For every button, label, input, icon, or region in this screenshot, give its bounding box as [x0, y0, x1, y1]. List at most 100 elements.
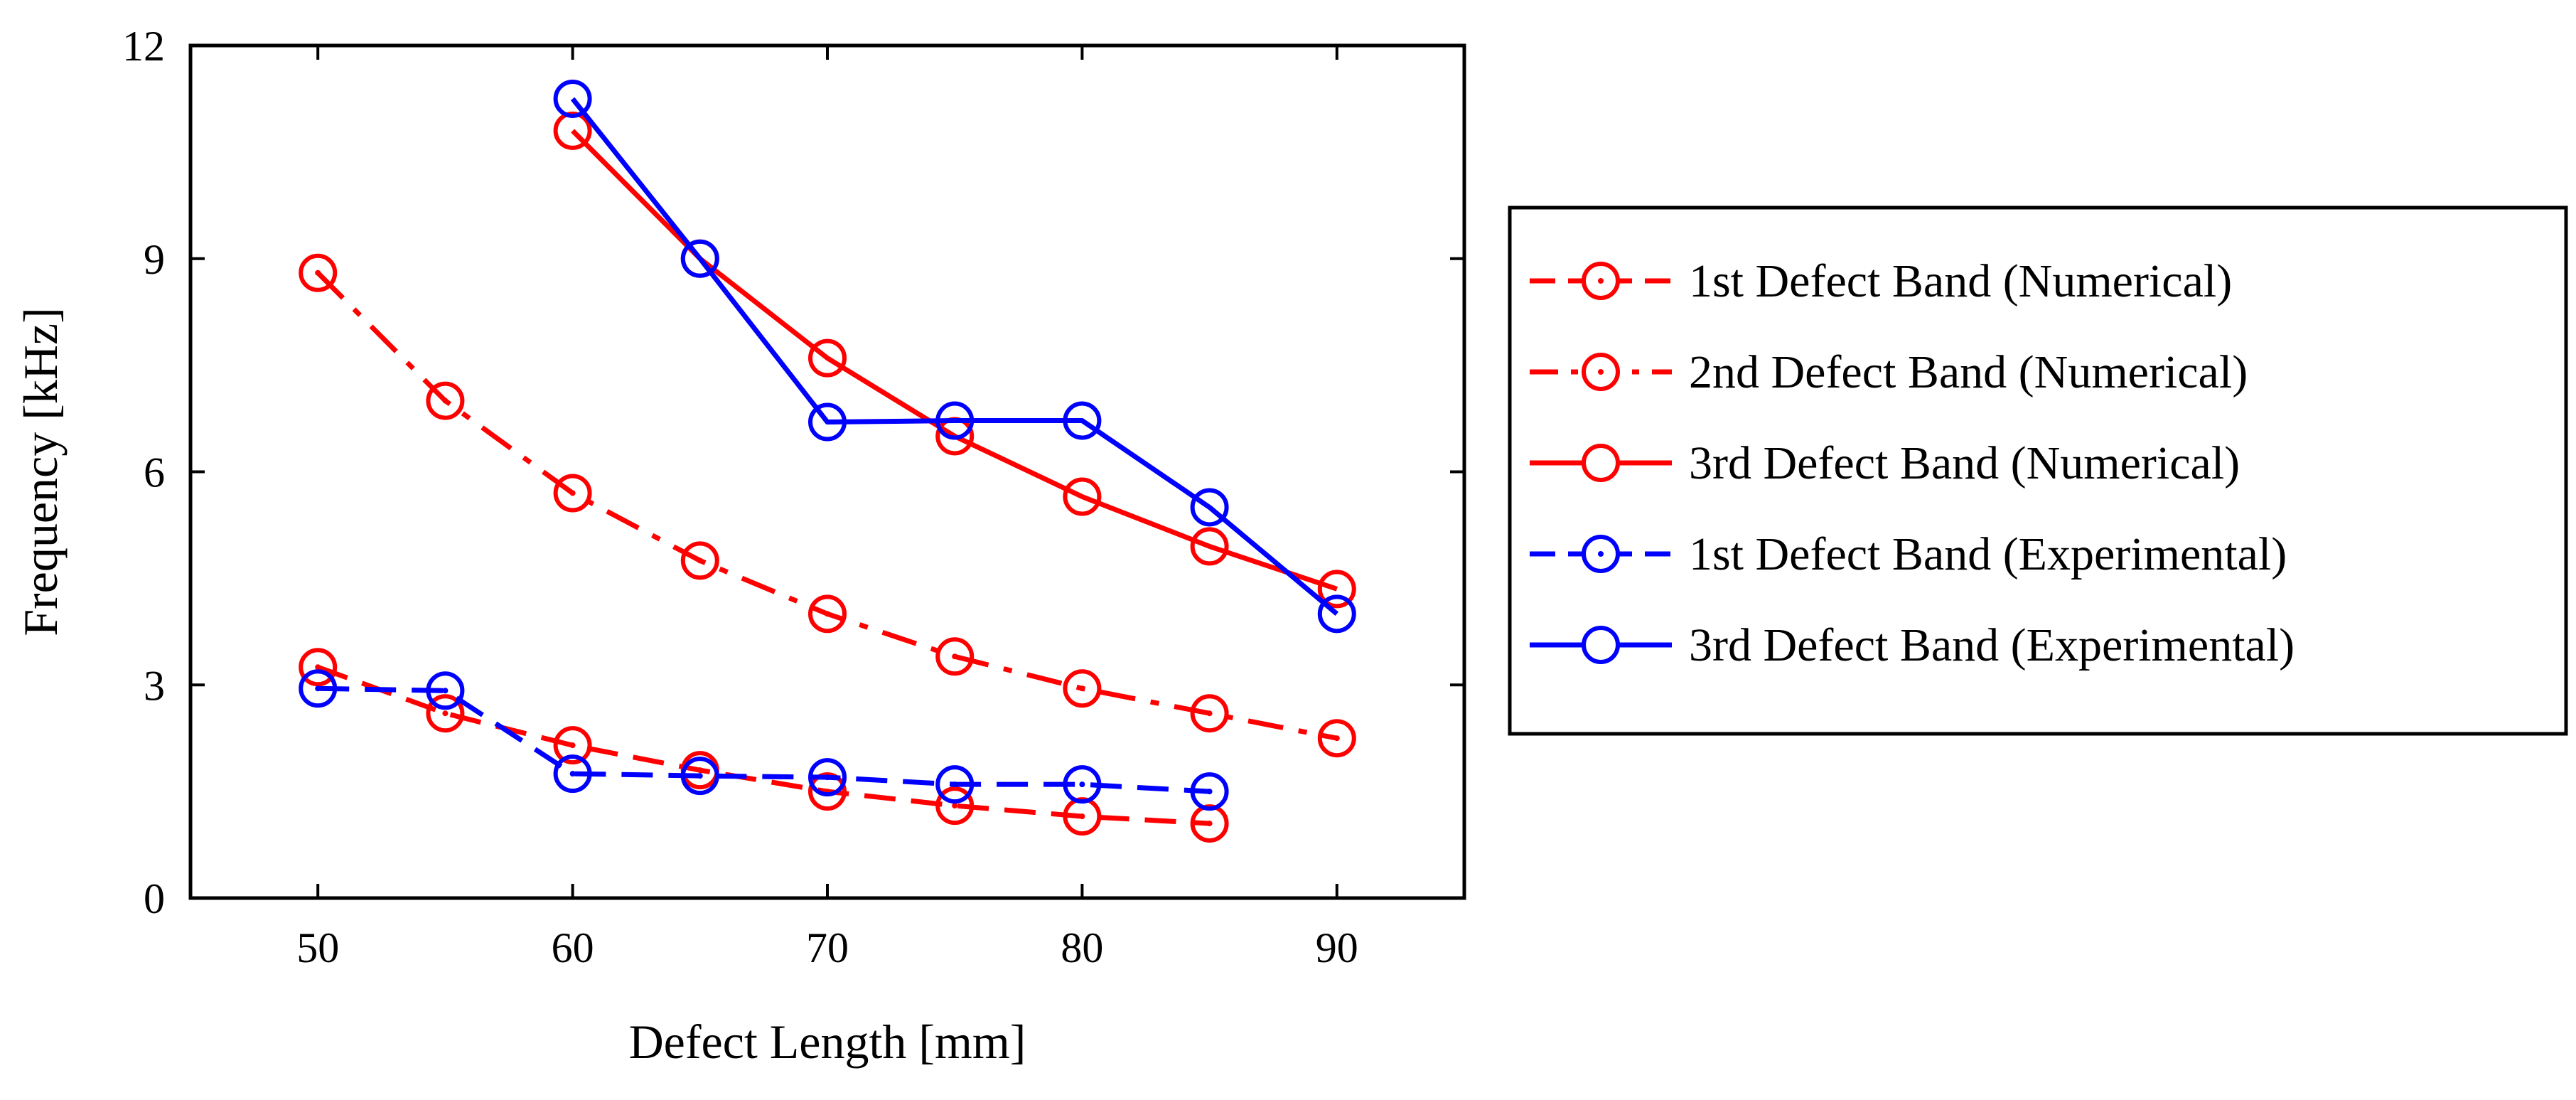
x-axis-ticks: 50 60 70 80 90 — [296, 46, 1358, 971]
data-point — [1317, 594, 1356, 634]
series-line — [317, 664, 1210, 826]
data-point-dot — [697, 767, 703, 774]
data-point-dot — [315, 664, 321, 671]
legend-marker — [1582, 626, 1620, 664]
legend-marker-dot — [1598, 551, 1604, 557]
data-point-dot — [952, 653, 958, 660]
series-3rd-defect-band-numerical — [553, 111, 1356, 609]
data-point — [553, 79, 592, 118]
data-point-dot — [569, 490, 576, 496]
series-1st-defect-band-numerical — [299, 648, 1229, 843]
data-point — [808, 594, 847, 634]
data-point — [1317, 719, 1356, 758]
data-point — [1063, 477, 1102, 516]
data-point — [1063, 797, 1102, 836]
data-point — [808, 402, 847, 442]
legend-entry: 2nd Defect Band (Numerical) — [1530, 346, 2248, 398]
data-point — [1063, 765, 1102, 804]
data-point-dot — [1079, 781, 1085, 788]
x-tick-label: 70 — [806, 924, 849, 971]
series-2nd-defect-band-numerical — [299, 253, 1356, 758]
legend-marker-dot — [1598, 369, 1604, 375]
data-point — [1190, 488, 1229, 527]
legend-entry: 3rd Defect Band (Experimental) — [1530, 619, 2295, 671]
legend-box — [1508, 205, 2568, 736]
data-point-dot — [1079, 813, 1085, 820]
data-point — [1063, 401, 1102, 440]
legend-entry: 1st Defect Band (Numerical) — [1530, 255, 2232, 307]
data-point — [426, 671, 465, 710]
data-point-dot — [442, 710, 449, 717]
plot-marks — [299, 79, 1356, 843]
data-point — [935, 786, 975, 826]
legend-label: 1st Defect Band (Experimental) — [1689, 528, 2287, 580]
data-point — [680, 239, 719, 278]
data-point-dot — [825, 774, 830, 781]
data-point — [935, 637, 975, 676]
y-tick-label: 12 — [122, 23, 165, 70]
data-point — [426, 381, 465, 420]
data-point — [553, 474, 592, 513]
series-3rd-defect-band-experimental — [553, 79, 1356, 634]
data-point — [935, 765, 975, 804]
data-point-dot — [825, 611, 830, 617]
x-tick-label: 60 — [552, 924, 594, 971]
series-line — [570, 97, 1339, 616]
data-point — [1317, 570, 1356, 609]
data-point — [1063, 669, 1102, 708]
data-point — [808, 758, 847, 797]
data-point — [808, 338, 847, 378]
data-point-dot — [315, 685, 321, 692]
data-point-dot — [697, 773, 703, 779]
legend: 1st Defect Band (Numerical) 2nd Defect Ba… — [1508, 205, 2568, 736]
data-point-dot — [952, 781, 958, 788]
x-tick-label: 50 — [296, 924, 339, 971]
series-1st-defect-band-experimental — [299, 669, 1229, 811]
legend-marker — [1582, 444, 1620, 482]
data-point-dot — [1206, 789, 1213, 795]
data-point — [680, 541, 719, 580]
legend-label: 3rd Defect Band (Numerical) — [1689, 437, 2240, 489]
legend-entry: 1st Defect Band (Experimental) — [1530, 528, 2287, 580]
data-point — [1190, 527, 1229, 566]
data-point-dot — [697, 557, 703, 564]
data-point — [553, 726, 592, 765]
x-tick-label: 90 — [1316, 924, 1358, 971]
data-point-dot — [442, 688, 449, 694]
y-tick-label: 6 — [144, 449, 165, 496]
data-point-dot — [315, 269, 321, 276]
data-point — [680, 757, 719, 796]
legend-entry: 3rd Defect Band (Numerical) — [1530, 437, 2240, 489]
data-point-dot — [569, 771, 576, 777]
data-point-dot — [442, 397, 449, 404]
data-point — [1190, 694, 1229, 733]
y-tick-label: 0 — [144, 875, 165, 922]
x-tick-label: 80 — [1061, 924, 1103, 971]
legend-label: 3rd Defect Band (Experimental) — [1689, 619, 2295, 671]
legend-marker-dot — [1598, 278, 1604, 284]
y-tick-label: 3 — [144, 662, 165, 709]
data-point-dot — [952, 803, 958, 809]
data-point-dot — [1333, 735, 1340, 742]
data-point-dot — [569, 742, 576, 749]
y-axis-ticks: 0 3 6 9 12 — [122, 23, 1464, 922]
data-point — [299, 253, 338, 292]
plot-frame — [188, 43, 1466, 900]
y-axis-label: Frequency [kHz] — [14, 307, 68, 636]
legend-label: 2nd Defect Band (Numerical) — [1689, 346, 2248, 398]
data-point-dot — [1206, 821, 1213, 827]
legend-label: 1st Defect Band (Numerical) — [1689, 255, 2232, 307]
data-point-dot — [1206, 710, 1213, 717]
data-point — [299, 648, 338, 687]
data-point — [426, 694, 465, 733]
x-axis-label: Defect Length [mm] — [629, 1015, 1026, 1069]
data-point-dot — [1079, 685, 1085, 692]
series-line — [318, 685, 1210, 794]
data-point — [808, 772, 847, 811]
data-point — [935, 401, 975, 440]
data-point — [1190, 804, 1229, 843]
data-point — [1190, 772, 1229, 811]
y-tick-label: 9 — [144, 236, 165, 283]
data-point — [553, 111, 592, 150]
